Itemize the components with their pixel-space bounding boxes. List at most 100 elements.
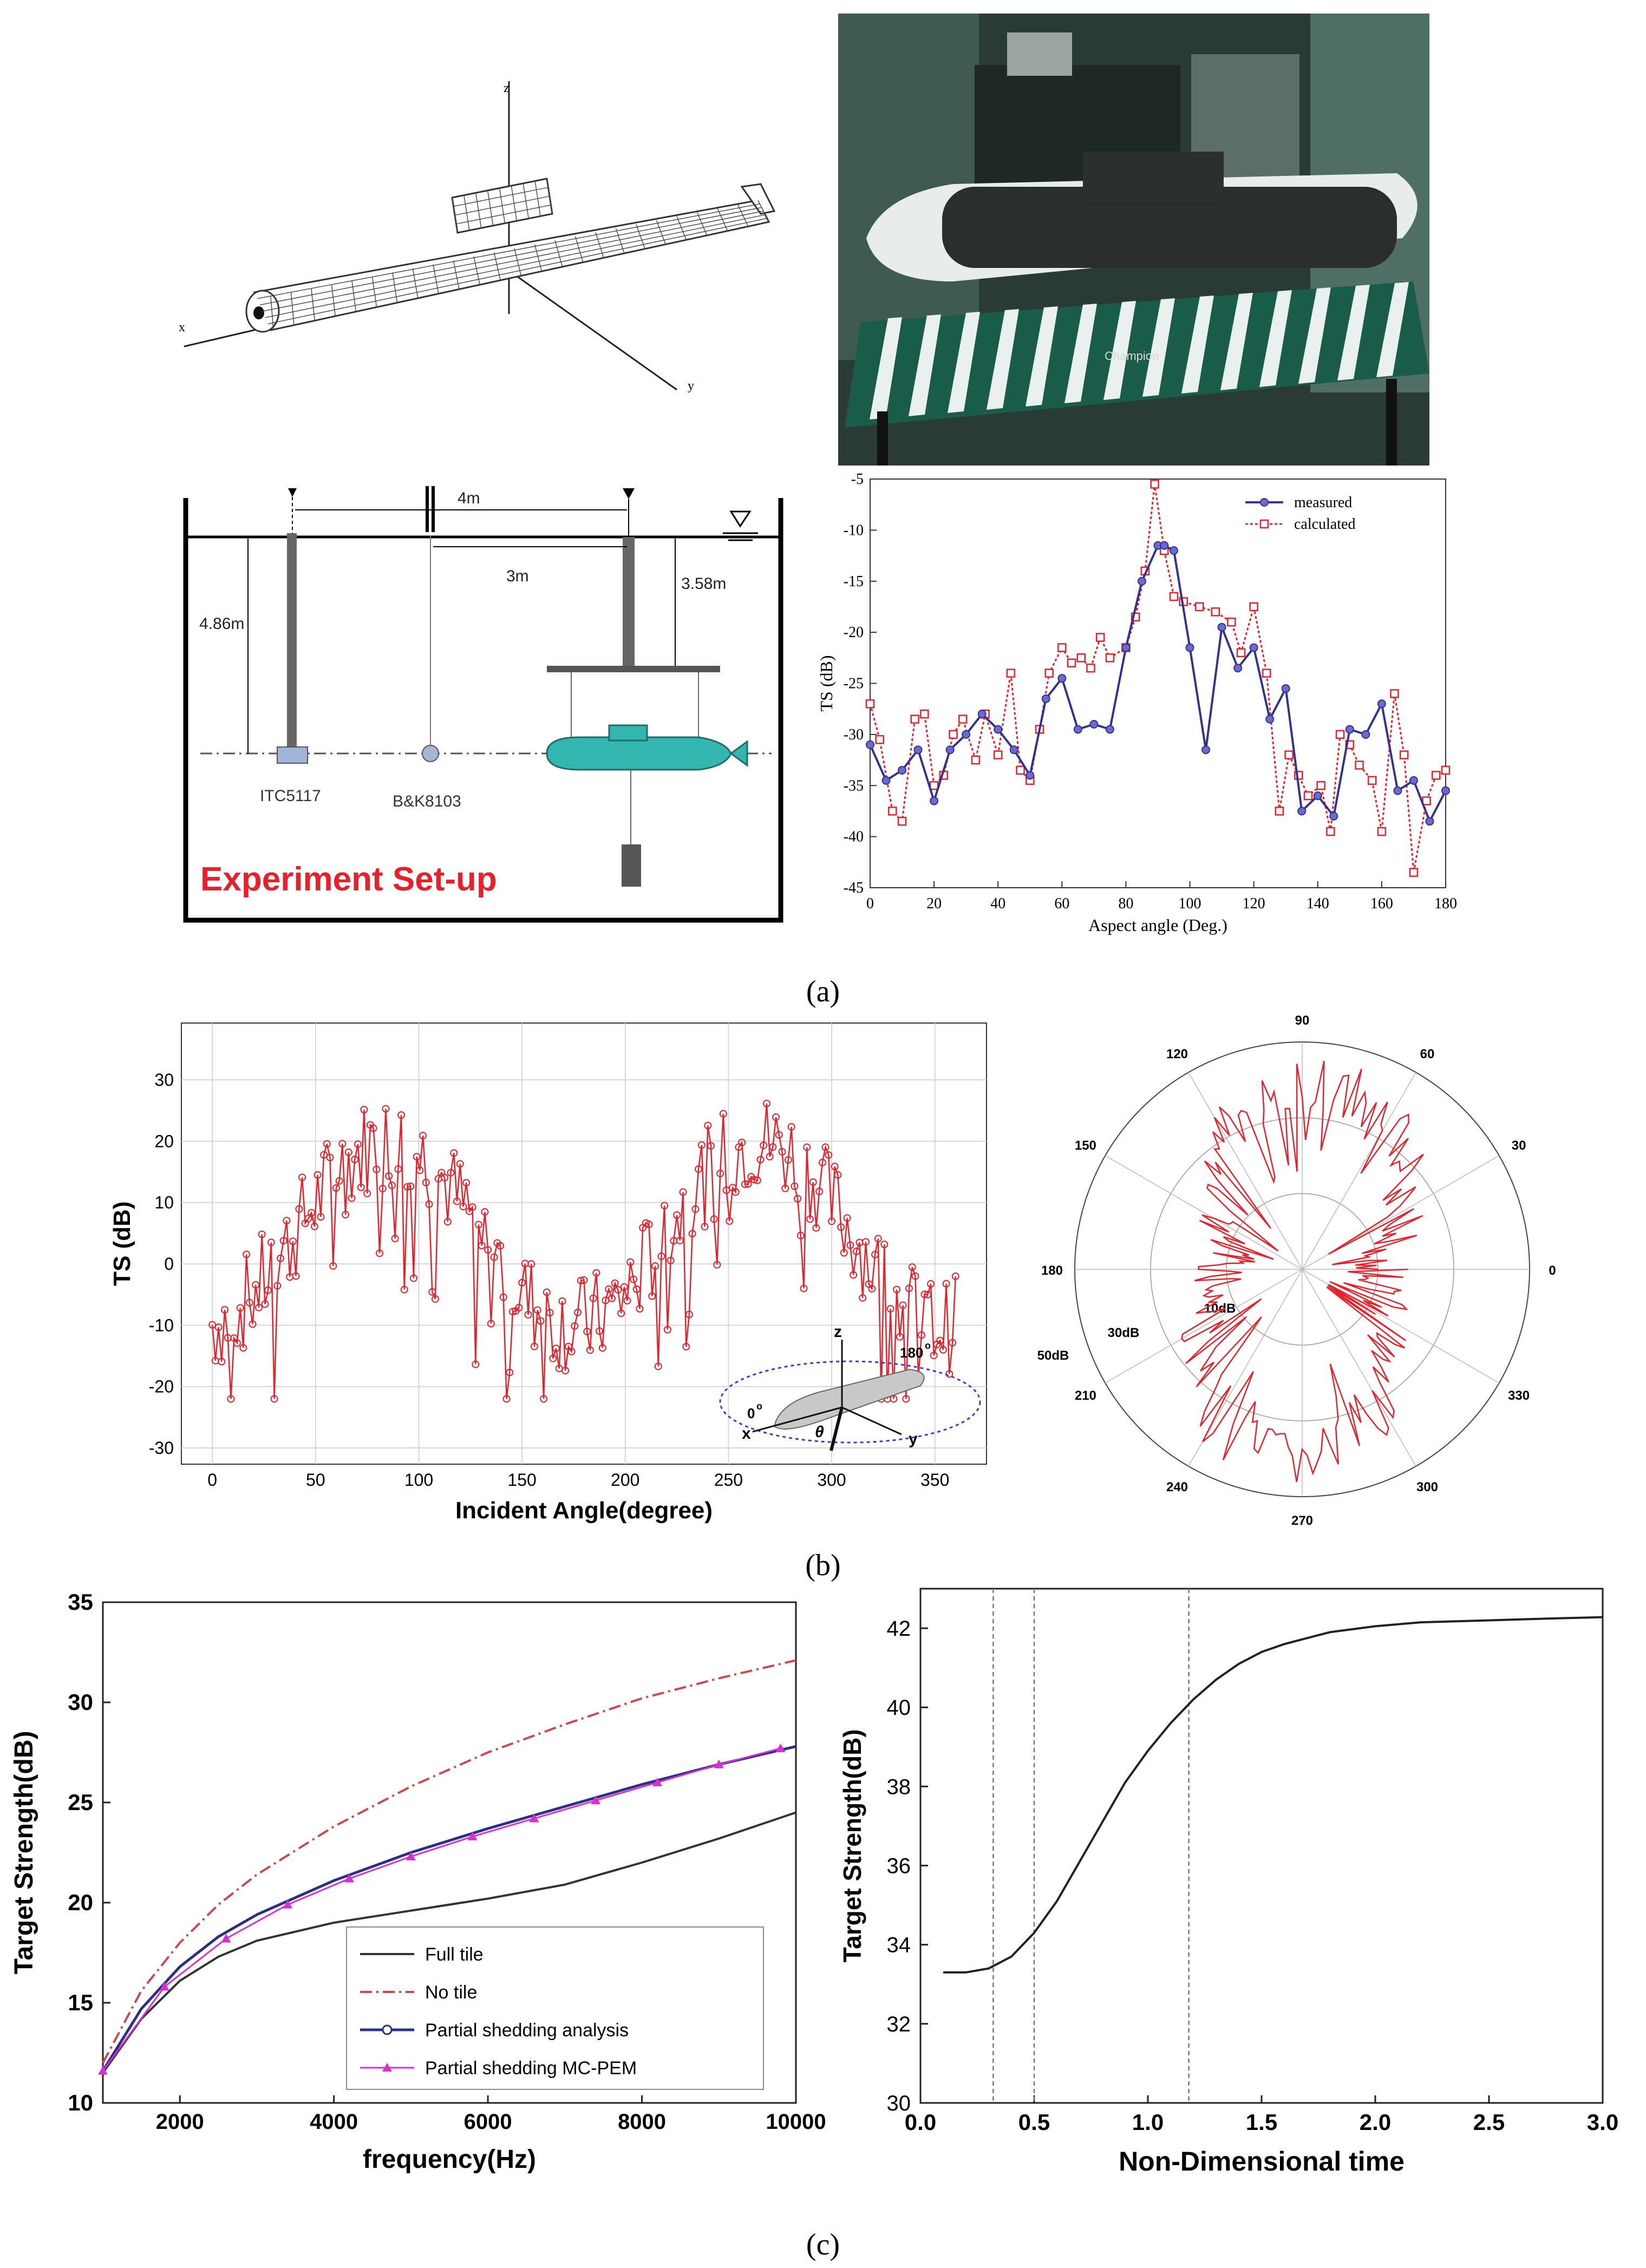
chart-b1-point [741, 1180, 749, 1188]
chart-b1-xlabel: Incident Angle(degree) [455, 1497, 713, 1524]
photo-cloth-stripes [870, 282, 1409, 419]
chart-c1-line-1 [102, 1811, 796, 2074]
chart-b1-point [905, 1284, 913, 1293]
chart-c1-point-mcpem [467, 1831, 478, 1840]
chart-b1-xtick-label: 350 [920, 1470, 949, 1490]
photo-stripe [1181, 296, 1214, 394]
chart-b1-point [688, 1230, 696, 1238]
chart-a-legend-measured-marker [1260, 498, 1269, 507]
chart-a-point-measured [1160, 541, 1169, 550]
chart-a-point-calculated [1236, 648, 1246, 658]
chart-c1-ylabel: Target Strength(dB) [10, 1731, 38, 1975]
chart-c1-line-3 [101, 1745, 796, 2072]
chart-c1-point-mcpem [529, 1813, 539, 1823]
chart-a-xtick-label: 60 [1054, 895, 1069, 912]
mesh-sail-row [456, 205, 551, 225]
chart-a-point-measured [1170, 546, 1179, 555]
mesh-ring [371, 276, 377, 308]
chart-c2-xtick-label: 1.5 [1246, 2109, 1277, 2135]
photo-brand-label: Champion [1105, 349, 1159, 363]
chart-a-point-calculated [1076, 653, 1086, 663]
chart-a-xtick-label: 140 [1307, 895, 1329, 912]
chart-a-point-measured [898, 765, 907, 775]
chart-c1-legend-marker [382, 2024, 393, 2035]
chart-b1-point [537, 1317, 545, 1325]
chart-a-point-measured [1233, 664, 1243, 673]
chart-b1-point [428, 1288, 436, 1296]
chart-a-point-calculated [865, 699, 875, 709]
polar-spoke [1188, 1072, 1303, 1270]
chart-c1-point-mcpem [221, 1933, 231, 1943]
chart-c2-ytick-label: 34 [887, 1933, 911, 1957]
chart-b1-point [760, 1141, 768, 1149]
chart-b1-xtick-label: 50 [306, 1470, 325, 1490]
mesh-ring [392, 272, 398, 304]
chart-b1-point [713, 1261, 721, 1269]
chart-b1-point [825, 1151, 833, 1159]
chart-b1-point [323, 1140, 331, 1148]
mesh-ring [514, 248, 522, 277]
chart-b1-point [648, 1292, 656, 1300]
chart-b1-point [704, 1122, 712, 1130]
chart-a-point-calculated [1335, 730, 1345, 739]
chart-b1-point [403, 1183, 412, 1191]
chart-b1-point [363, 1189, 371, 1197]
mesh-y-label: y [688, 379, 694, 393]
chart-b1-point [561, 1367, 570, 1375]
polar-angle-label: 240 [1166, 1480, 1188, 1494]
mesh-x-label: x [179, 320, 185, 335]
chart-c2-ytick-label: 38 [887, 1775, 911, 1799]
chart-a-point-calculated [1275, 807, 1284, 816]
polar-spoke [1105, 1155, 1303, 1270]
chart-b1-point [422, 1178, 430, 1187]
chart-a-ytick-label: -15 [844, 573, 864, 590]
chart-a-point-measured [1313, 791, 1322, 801]
chart-a-ytick-label: -35 [844, 777, 864, 794]
chart-b1-ytick-label: -30 [149, 1438, 174, 1458]
chart-b1-point [908, 1263, 916, 1271]
chart-b1-point [667, 1256, 675, 1264]
chart-b1-point [295, 1205, 303, 1213]
chart-a-point-calculated [1105, 653, 1115, 663]
chart-c1-line-2 [102, 1659, 796, 2063]
chart-a-point-calculated [1316, 781, 1325, 790]
itc-label: ITC5117 [260, 787, 321, 805]
chart-b1-point [376, 1249, 384, 1257]
chart-a-ytick-label: -30 [844, 726, 864, 743]
chart-a-point-calculated [1390, 689, 1399, 698]
photo-stripe [1142, 298, 1175, 397]
chart-a-point-calculated [958, 715, 968, 724]
chart-b1-point [744, 1180, 752, 1188]
chart-b1-point [861, 1238, 870, 1246]
chart-b1-point [382, 1105, 390, 1113]
chart-c1-ytick-label: 25 [68, 1790, 93, 1815]
chart-c1-ytick-label: 15 [68, 1990, 93, 2015]
chart-c2-xtick-label: 2.0 [1360, 2109, 1391, 2135]
polar-trace [1181, 1060, 1424, 1483]
chart-b1-point [682, 1342, 690, 1351]
chart-a-frame [870, 478, 1446, 888]
chart-a-point-measured [1137, 576, 1146, 586]
chart-c1-ytick-label: 30 [68, 1689, 93, 1715]
mesh-grid [257, 178, 769, 331]
chart-a-point-calculated [971, 755, 981, 765]
chart-b1-point [413, 1153, 421, 1161]
chart-a-line-measured [869, 544, 1447, 824]
chart-a-point-measured [1345, 725, 1354, 734]
chart-b1-point [385, 1172, 393, 1180]
chart-a-xtick-label: 100 [1179, 895, 1201, 912]
chart-b1-point [416, 1166, 424, 1175]
chart-b-polar: 0 30 60 90 120 150 180 210 240 270 300 330 10dB 30dB 5… [1037, 1013, 1556, 1528]
chart-a-point-calculated [1432, 771, 1441, 780]
mesh-ring [473, 256, 480, 285]
chart-b1-xtick-label: 150 [507, 1470, 536, 1490]
chart-c1-ytick-label: 10 [68, 2090, 93, 2115]
mesh-ring [351, 280, 357, 312]
bk-label: B&K8103 [393, 792, 461, 810]
chart-c1-point-mcpem [344, 1873, 355, 1883]
chart-b1-point [208, 1321, 217, 1329]
chart-a-point-calculated [1086, 663, 1095, 673]
chart-c1-legend-marker [382, 2063, 392, 2072]
setup-title: Experiment Set-up [200, 861, 497, 898]
chart-b1-point [949, 1339, 957, 1347]
